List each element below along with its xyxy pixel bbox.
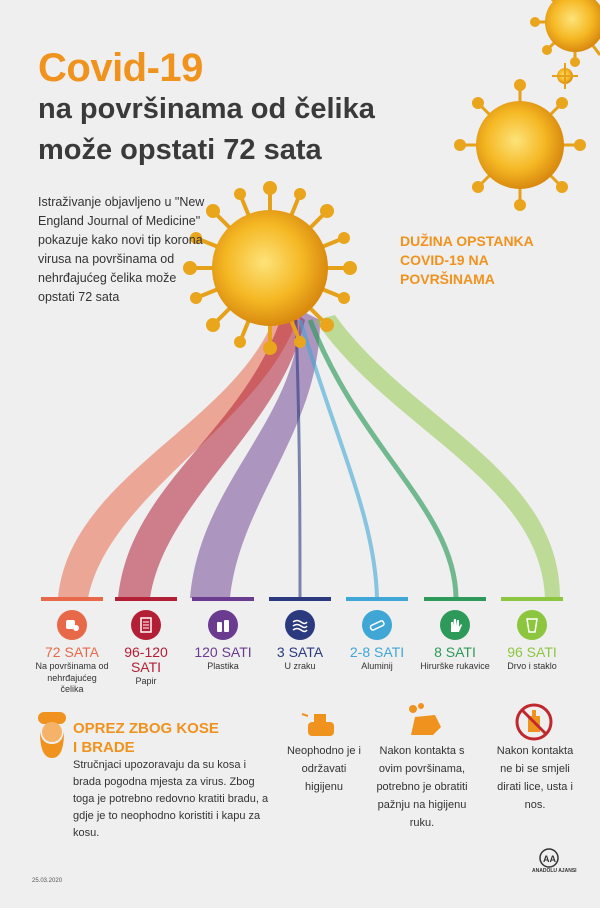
- surface-value: 2-8 SATI: [349, 644, 405, 660]
- surface-bar: [269, 597, 331, 601]
- handwash-icon: [405, 703, 445, 742]
- spray-icon: [300, 710, 340, 745]
- tip-no-touch: Nakon kontakta ne bi se smjeli dirati li…: [496, 745, 574, 811]
- date: 25.03.2020: [32, 878, 63, 884]
- surface-value-2: SATI: [130, 659, 162, 675]
- flow-paper: [118, 305, 305, 598]
- intro-text: Istraživanje objavljeno u "New England J…: [38, 195, 205, 304]
- surface-desc-2: nehrđajućeg čelika: [47, 673, 97, 694]
- virus-small-icon: [552, 63, 578, 89]
- duration-label-line-3: POVRŠINAMA: [400, 271, 495, 287]
- no-touch-icon: [514, 702, 554, 747]
- surface-bar: [346, 597, 408, 601]
- page-subtitle-line-2: može opstati 72 sata: [38, 134, 322, 166]
- steel-icon: [57, 610, 87, 640]
- surface-desc: Na površinama od: [35, 661, 109, 671]
- surface-plastic: 120 SATI Plastika: [186, 597, 260, 672]
- surface-value: 96-120: [124, 644, 168, 660]
- surface-bar: [41, 597, 103, 601]
- surface-value: 120 SATI: [194, 644, 252, 660]
- svg-text:AA: AA: [543, 854, 556, 864]
- surface-value: 3 SATA: [276, 644, 324, 660]
- virus-main-icon: [183, 181, 357, 355]
- tip-handwash: Nakon kontakta s ovim površinama, potreb…: [376, 745, 468, 829]
- surface-value: 8 SATI: [434, 644, 476, 660]
- virus-corner-icon: [530, 0, 600, 67]
- flow-air: [294, 319, 302, 599]
- gloves-icon: [440, 610, 470, 640]
- page-subtitle-line-1: na površinama od čelika: [38, 93, 375, 125]
- duration-label: DUŽINA OPSTANKA COVID-19 NA POVRŠINAMA: [400, 232, 565, 289]
- surface-paper: 96-120 SATI Papir: [109, 597, 183, 687]
- surface-bar: [192, 597, 254, 601]
- surface-desc: Plastika: [207, 661, 239, 671]
- duration-label-line-2: COVID-19 NA: [400, 252, 489, 268]
- surface-bar: [501, 597, 563, 601]
- agency-name: ANADOLU AJANSI: [532, 868, 577, 874]
- surface-desc: Aluminij: [361, 661, 393, 671]
- aluminium-icon: [362, 610, 392, 640]
- surface-value: 96 SATI: [507, 644, 557, 660]
- flow-aluminium: [298, 319, 379, 599]
- surface-bar: [115, 597, 177, 601]
- beard-title-line-1: OPREZ ZBOG KOSE: [73, 720, 219, 737]
- flow-wood-glass: [315, 315, 560, 598]
- beard-face-icon: [35, 712, 69, 765]
- beard-title-line-2: I BRADE: [73, 739, 135, 756]
- surface-bar: [424, 597, 486, 601]
- tip-hygiene: Neophodno je i održavati higijenu: [286, 745, 361, 793]
- wood-glass-icon: [517, 610, 547, 640]
- beard-text: Stručnjaci upozoravaju da su kosa i brad…: [73, 759, 269, 839]
- surface-air: 3 SATA U zraku: [263, 597, 337, 672]
- surface-aluminium: 2-8 SATI Aluminij: [340, 597, 414, 672]
- paper-icon: [131, 610, 161, 640]
- surface-gloves: 8 SATI Hirurške rukavice: [418, 597, 492, 672]
- air-icon: [285, 610, 315, 640]
- flow-steel: [58, 300, 300, 598]
- surface-desc: Papir: [135, 676, 157, 686]
- surface-desc: U zraku: [284, 661, 316, 671]
- surface-steel: 72 SATA Na površinama od nehrđajućeg čel…: [35, 597, 109, 695]
- plastic-icon: [208, 610, 238, 640]
- surface-desc: Drvo i staklo: [507, 661, 557, 671]
- surface-desc: Hirurške rukavice: [420, 661, 490, 671]
- aa-logo-icon: AA: [538, 848, 560, 873]
- beard-title: OPREZ ZBOG KOSE I BRADE: [73, 719, 243, 757]
- surface-value: 72 SATA: [45, 644, 99, 660]
- flow-gloves: [307, 319, 459, 599]
- surface-wood-glass: 96 SATI Drvo i staklo: [495, 597, 569, 672]
- flow-plastic: [190, 310, 320, 598]
- virus-right-icon: [454, 79, 586, 211]
- duration-label-line-1: DUŽINA OPSTANKA: [400, 233, 534, 249]
- page-title: Covid-19: [38, 46, 203, 90]
